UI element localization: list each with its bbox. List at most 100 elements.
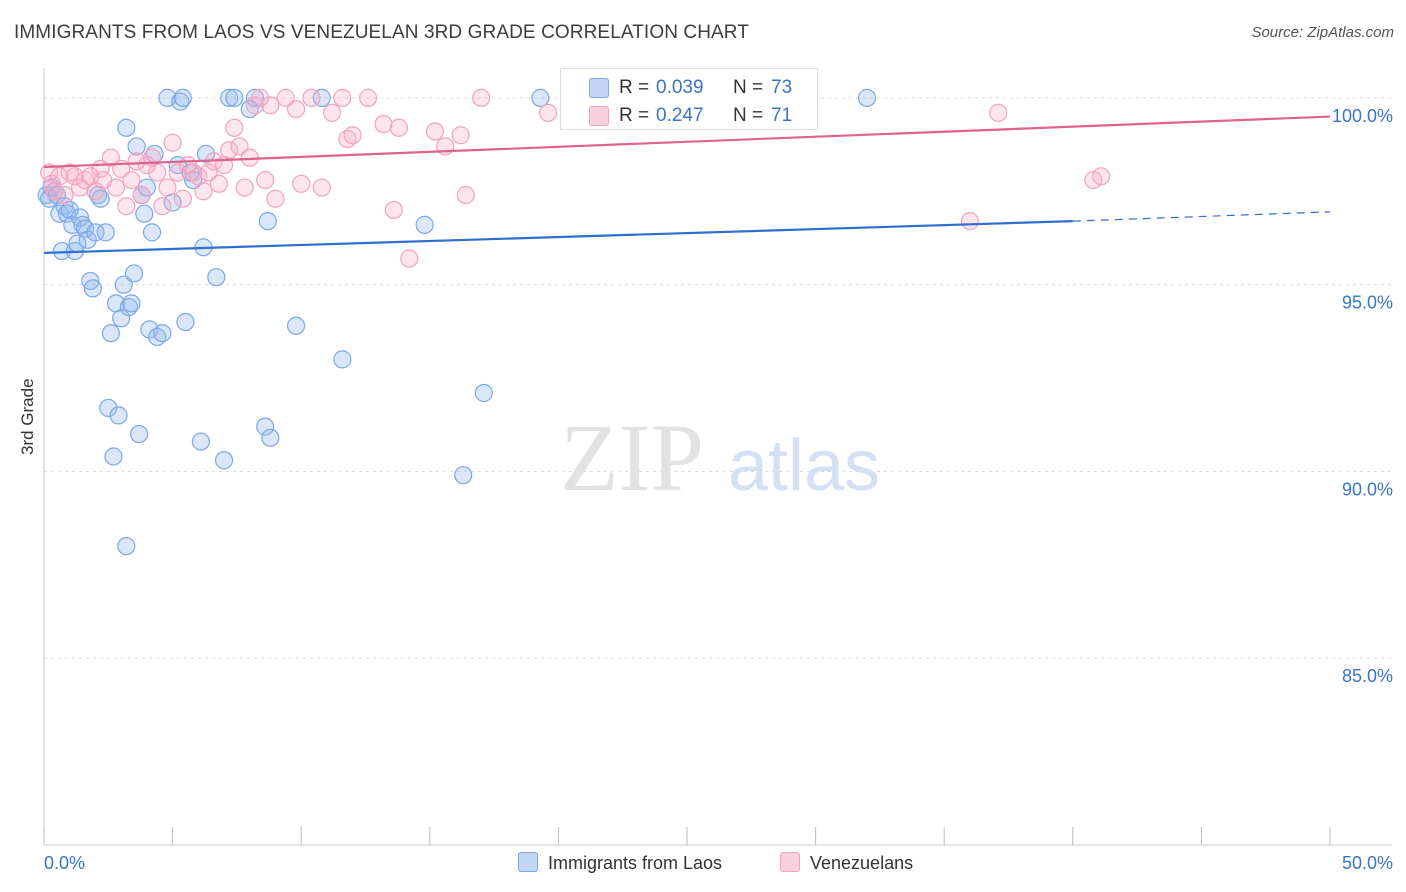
- legend-row-laos: R = 0.039 N = 73: [561, 73, 817, 101]
- data-points: [37, 88, 1111, 556]
- venezuelans-point: [122, 170, 141, 190]
- venezuelans-point: [286, 99, 306, 119]
- legend-r-value: 0.247: [656, 105, 704, 126]
- venezuelans-point: [451, 126, 470, 145]
- venezuelans-point: [456, 185, 475, 205]
- legend-row-venezuelans: R = 0.247 N = 71: [561, 101, 817, 129]
- venezuelans-point: [250, 88, 270, 107]
- laos-point: [333, 350, 352, 369]
- venezuelans-point: [989, 103, 1008, 122]
- series-legend-venezuelans-label: Venezuelans: [810, 853, 914, 873]
- laos-point: [207, 268, 226, 287]
- laos-point: [104, 447, 123, 466]
- laos-trend-line: [43, 220, 1073, 255]
- venezuelans-point: [358, 88, 378, 107]
- venezuelans-point: [194, 182, 213, 201]
- laos-point: [220, 88, 239, 107]
- legend-r-label: R =: [619, 105, 650, 126]
- venezuelans-swatch: [780, 852, 800, 872]
- venezuelans-point: [425, 122, 445, 141]
- legend-r-label: R =: [619, 77, 650, 98]
- venezuelans-point: [40, 163, 59, 182]
- venezuelans-point: [106, 178, 126, 197]
- laos-point: [454, 466, 473, 485]
- laos-point: [191, 432, 210, 451]
- laos-point: [214, 451, 234, 470]
- y-tick-label: 95.0%: [1342, 293, 1393, 313]
- venezuelans-point: [225, 118, 244, 137]
- venezuelans-point: [163, 133, 182, 152]
- venezuelans-point: [322, 103, 342, 122]
- series-legend-laos: Immigrants from Laos: [518, 852, 722, 874]
- venezuelans-point: [261, 96, 280, 115]
- series-legend-laos-label: Immigrants from Laos: [548, 853, 723, 873]
- laos-point: [474, 383, 493, 403]
- venezuelans-point: [65, 167, 84, 186]
- x-tick-label-min: 0.0%: [44, 853, 85, 873]
- series-legend-venezuelans: Venezuelans: [780, 852, 913, 874]
- legend-n-label: N =: [733, 105, 764, 126]
- laos-point: [122, 294, 141, 313]
- legend-r-value: 0.039: [656, 77, 704, 98]
- laos-point: [109, 406, 128, 425]
- y-tick-label: 100.0%: [1332, 106, 1393, 126]
- laos-point: [245, 88, 265, 107]
- venezuelans-point: [42, 174, 61, 193]
- laos-point: [196, 144, 216, 164]
- laos-point: [258, 212, 277, 231]
- watermark-atlas: atlas: [728, 426, 880, 506]
- venezuelans-point: [539, 103, 558, 122]
- venezuelans-point: [400, 249, 419, 268]
- laos-point: [256, 417, 275, 436]
- venezuelans-point: [209, 174, 228, 193]
- series-legend: Immigrants from Laos Venezuelans: [0, 852, 1406, 878]
- venezuelans-point: [384, 200, 403, 220]
- venezuelans-point: [960, 212, 980, 231]
- venezuelans-point: [1091, 167, 1111, 186]
- laos-point: [96, 223, 115, 242]
- venezuelans-point: [389, 118, 409, 137]
- x-tick-label-max: 50.0%: [1342, 853, 1393, 873]
- laos-point: [86, 223, 105, 242]
- laos-point: [857, 88, 877, 107]
- laos-point: [261, 428, 280, 447]
- venezuelans-point: [127, 152, 146, 171]
- laos-point: [127, 137, 146, 156]
- venezuelans-point: [173, 189, 192, 208]
- laos-point: [130, 424, 149, 444]
- y-tick-label: 90.0%: [1342, 479, 1393, 499]
- venezuelans-point: [333, 88, 352, 107]
- tick-labels: 85.0% 90.0% 95.0% 100.0% 0.0% 50.0%: [44, 106, 1393, 873]
- trend-lines: [43, 115, 1331, 255]
- laos-point: [76, 219, 95, 238]
- laos-point: [135, 204, 154, 223]
- laos-point: [124, 264, 144, 283]
- laos-point: [531, 88, 550, 107]
- venezuelans-point: [153, 197, 172, 216]
- venezuelans-point: [230, 137, 249, 156]
- venezuelans-point: [343, 126, 362, 145]
- laos-point: [101, 324, 120, 343]
- venezuelans-point: [292, 174, 311, 193]
- laos-point: [225, 88, 244, 107]
- laos-point: [176, 312, 195, 332]
- venezuelans-point: [199, 163, 218, 182]
- watermark: ZIP atlas: [560, 404, 880, 511]
- laos-point: [312, 88, 331, 107]
- laos-point: [415, 215, 434, 234]
- laos-swatch: [589, 78, 609, 98]
- venezuelans-point: [266, 189, 285, 208]
- venezuelans-point: [55, 185, 74, 205]
- venezuelans-point: [312, 178, 331, 197]
- venezuelans-point: [101, 148, 120, 167]
- venezuelans-point: [168, 163, 187, 182]
- venezuelans-point: [132, 185, 151, 205]
- laos-point: [114, 275, 133, 294]
- chart-title: IMMIGRANTS FROM LAOS VS VENEZUELAN 3RD G…: [14, 22, 749, 43]
- venezuelans-point: [117, 197, 136, 216]
- venezuelans-point: [256, 170, 275, 190]
- axes: [43, 68, 1392, 846]
- laos-point: [173, 88, 192, 107]
- laos-trend-extension: [1072, 211, 1331, 222]
- venezuelans-swatch: [589, 106, 609, 126]
